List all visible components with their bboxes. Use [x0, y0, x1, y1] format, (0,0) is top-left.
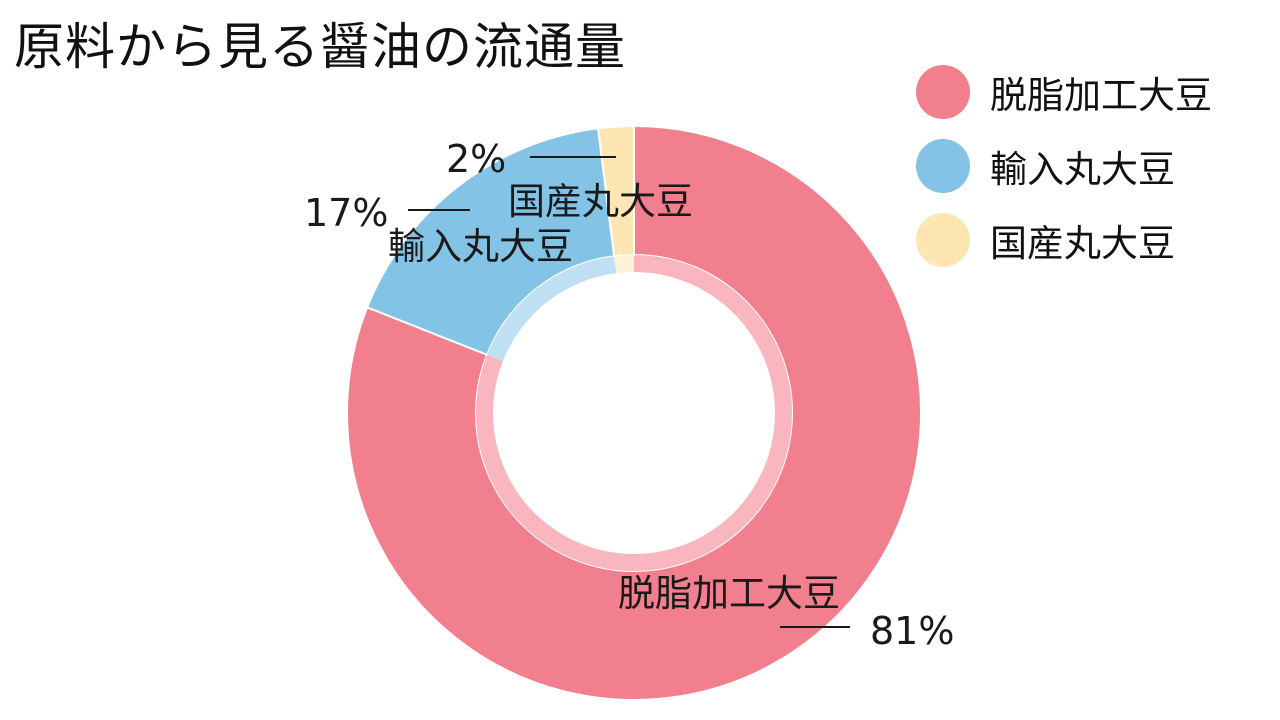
legend-item-imported-whole-soybean[interactable]: 輸入丸大豆 [916, 129, 1212, 203]
legend-item-defatted-soybean[interactable]: 脱脂加工大豆 [916, 55, 1212, 129]
data-label-value-defatted-soybean: 81% [870, 609, 954, 653]
slice-inner-ring-imported-whole-soybean [487, 256, 617, 362]
data-label-value-imported-whole-soybean: 17% [304, 191, 388, 235]
chart-title: 原料から見る醤油の流通量 [14, 18, 626, 76]
legend-label-defatted-soybean: 脱脂加工大豆 [990, 74, 1212, 117]
data-label-name-defatted-soybean: 脱脂加工大豆 [618, 572, 840, 615]
legend-label-imported-whole-soybean: 輸入丸大豆 [990, 148, 1175, 191]
data-label-value-domestic-whole-soybean: 2% [446, 137, 506, 181]
legend-label-domestic-whole-soybean: 国産丸大豆 [990, 222, 1175, 265]
legend-swatch-defatted-soybean [916, 65, 970, 119]
legend-item-domestic-whole-soybean[interactable]: 国産丸大豆 [916, 203, 1212, 277]
legend-swatch-imported-whole-soybean [916, 139, 970, 193]
data-label-name-domestic-whole-soybean: 国産丸大豆 [508, 180, 693, 223]
data-label-name-imported-whole-soybean: 輸入丸大豆 [388, 225, 573, 268]
legend-swatch-domestic-whole-soybean [916, 213, 970, 267]
legend: 脱脂加工大豆 輸入丸大豆 国産丸大豆 [916, 55, 1212, 277]
slice-inner-ring-domestic-whole-soybean [614, 255, 634, 274]
